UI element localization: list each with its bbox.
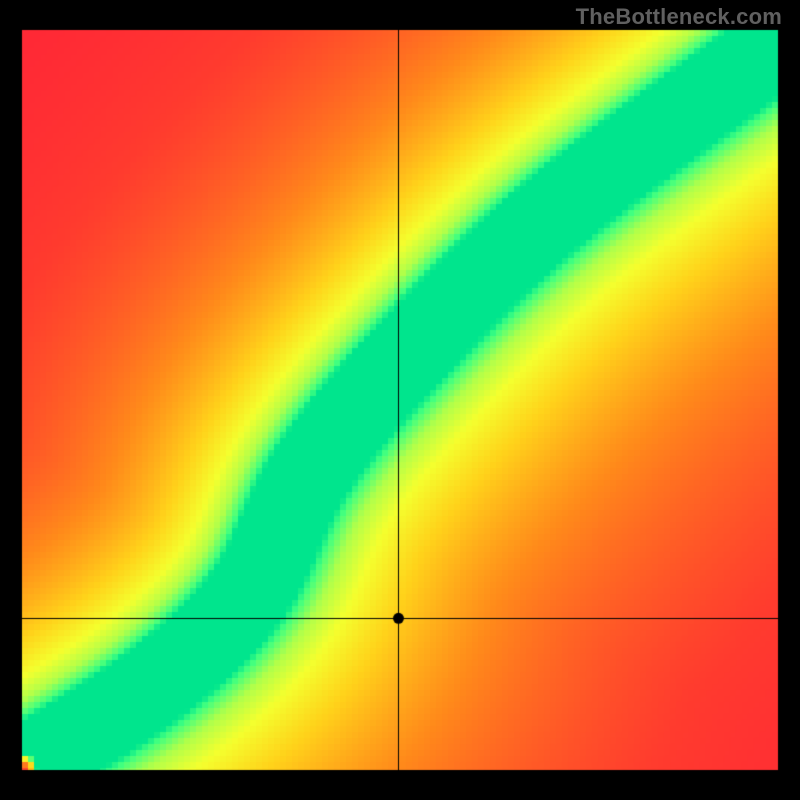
chart-container: TheBottleneck.com: [0, 0, 800, 800]
watermark-text: TheBottleneck.com: [576, 4, 782, 30]
bottleneck-heatmap: [0, 0, 800, 800]
